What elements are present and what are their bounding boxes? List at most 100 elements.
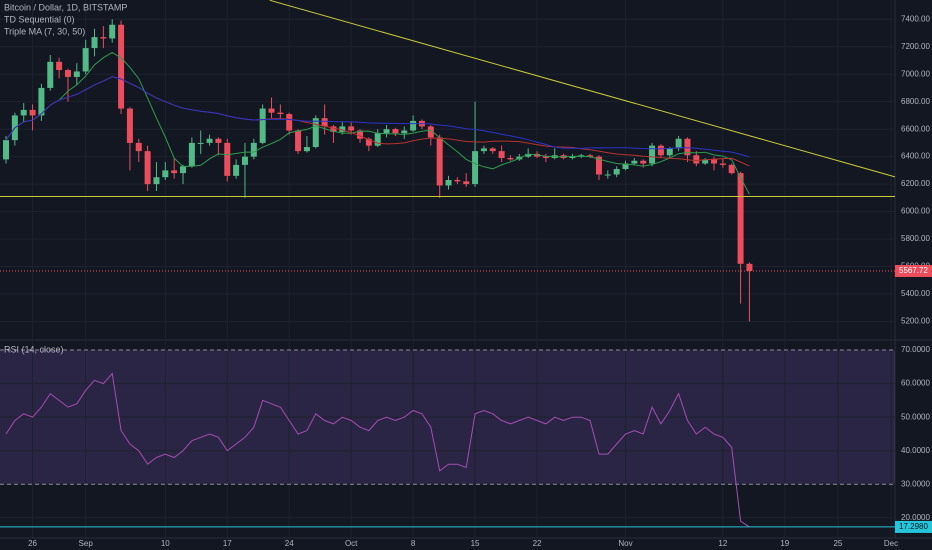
indicator-label: TD Sequential (0)	[4, 14, 75, 24]
candle-body	[640, 160, 647, 164]
candle-body	[463, 181, 470, 185]
price-box	[895, 264, 932, 277]
x-tick-label: 15	[471, 539, 480, 548]
candle-body	[480, 148, 487, 152]
candle-body	[339, 126, 346, 132]
candle-body	[348, 126, 355, 131]
y-tick-label: 7200.00	[901, 42, 930, 51]
y-tick-label: 70.0000	[901, 345, 930, 354]
candle-body	[728, 164, 735, 174]
candle-body	[711, 159, 718, 164]
candle-body	[631, 160, 638, 164]
candle-body	[3, 140, 10, 160]
x-tick-label: 12	[718, 539, 727, 548]
candle-body	[737, 173, 744, 264]
candle-body	[613, 169, 620, 175]
x-tick-label: 10	[161, 539, 170, 548]
candle-body	[38, 87, 45, 116]
rsi-box	[895, 520, 932, 533]
candle-body	[241, 156, 248, 165]
x-tick-label: Dec	[884, 539, 898, 548]
candle-body	[330, 126, 337, 132]
x-tick-label: 8	[411, 539, 416, 548]
x-tick-label: 22	[533, 539, 542, 548]
y-tick-label: 50.0000	[901, 412, 930, 421]
y-tick-label: 6600.00	[901, 124, 930, 133]
candle-body	[286, 114, 293, 131]
x-tick-label: 19	[780, 539, 789, 548]
candle-body	[427, 126, 434, 138]
candle-body	[73, 71, 80, 77]
x-tick-label: Nov	[618, 539, 632, 548]
candle-body	[357, 130, 364, 139]
candle-body	[454, 179, 461, 182]
candle-body	[507, 158, 514, 160]
x-tick-label: 26	[28, 539, 37, 548]
candle-body	[702, 159, 709, 164]
y-tick-label: 20.0000	[901, 513, 930, 522]
candle-body	[215, 138, 222, 143]
rsi-line	[5, 372, 750, 528]
candle-body	[91, 37, 98, 49]
y-tick-label: 5200.00	[901, 317, 930, 326]
rsi-last-label: 17.2980	[899, 522, 928, 531]
candle-body	[118, 24, 125, 109]
candle-body	[100, 37, 107, 39]
y-tick-label: 5800.00	[901, 234, 930, 243]
candle-body	[233, 164, 240, 176]
indicator-label: Triple MA (7, 30, 50)	[4, 26, 85, 36]
candle-body	[303, 147, 310, 152]
candle-body	[657, 145, 664, 156]
y-tick-label: 7000.00	[901, 69, 930, 78]
candle-body	[188, 142, 195, 167]
candle-body	[56, 61, 63, 71]
candle-body	[321, 118, 328, 127]
candle-body	[401, 130, 408, 134]
candle-body	[250, 142, 257, 157]
candle-body	[604, 174, 611, 176]
candle-body	[445, 179, 452, 186]
y-tick-label: 40.0000	[901, 446, 930, 455]
candle-body	[312, 118, 319, 148]
candle-body	[180, 166, 187, 174]
y-tick-label: 6800.00	[901, 97, 930, 106]
candle-body	[569, 156, 576, 159]
x-tick-label: 24	[285, 539, 294, 548]
candle-body	[197, 142, 204, 144]
candle-body	[47, 61, 54, 88]
candle-body	[472, 151, 479, 185]
candle-body	[489, 148, 496, 152]
candle-body	[109, 24, 116, 39]
candle-body	[162, 170, 169, 178]
candle-body	[675, 138, 682, 149]
rsi-title: RSI (14, close)	[4, 344, 64, 354]
candle-body	[144, 151, 151, 185]
candle-body	[374, 133, 381, 146]
candle-body	[684, 138, 691, 156]
candle-body	[20, 109, 27, 116]
candle-body	[29, 109, 36, 116]
y-tick-label: 6200.00	[901, 179, 930, 188]
y-tick-label: 60.0000	[901, 379, 930, 388]
x-tick-label: 17	[223, 539, 232, 548]
price-label: 5567.72	[899, 266, 928, 275]
candle-body	[410, 120, 417, 131]
candle-body	[135, 142, 142, 152]
symbol-title: Bitcoin / Dollar, 1D, BITSTAMP	[4, 2, 127, 12]
x-tick-label: 25	[833, 539, 842, 548]
y-tick-label: 30.0000	[901, 479, 930, 488]
candle-body	[542, 156, 549, 159]
candle-body	[82, 48, 89, 72]
candle-body	[224, 142, 231, 176]
candle-body	[383, 129, 390, 134]
candle-body	[595, 156, 602, 175]
candle-body	[498, 151, 505, 159]
y-tick-label: 6400.00	[901, 152, 930, 161]
candle-body	[277, 112, 284, 115]
candle-body	[622, 163, 629, 169]
candle-body	[666, 148, 673, 156]
candle-body	[295, 130, 302, 152]
moving-average	[5, 76, 750, 158]
candle-body	[64, 70, 71, 77]
